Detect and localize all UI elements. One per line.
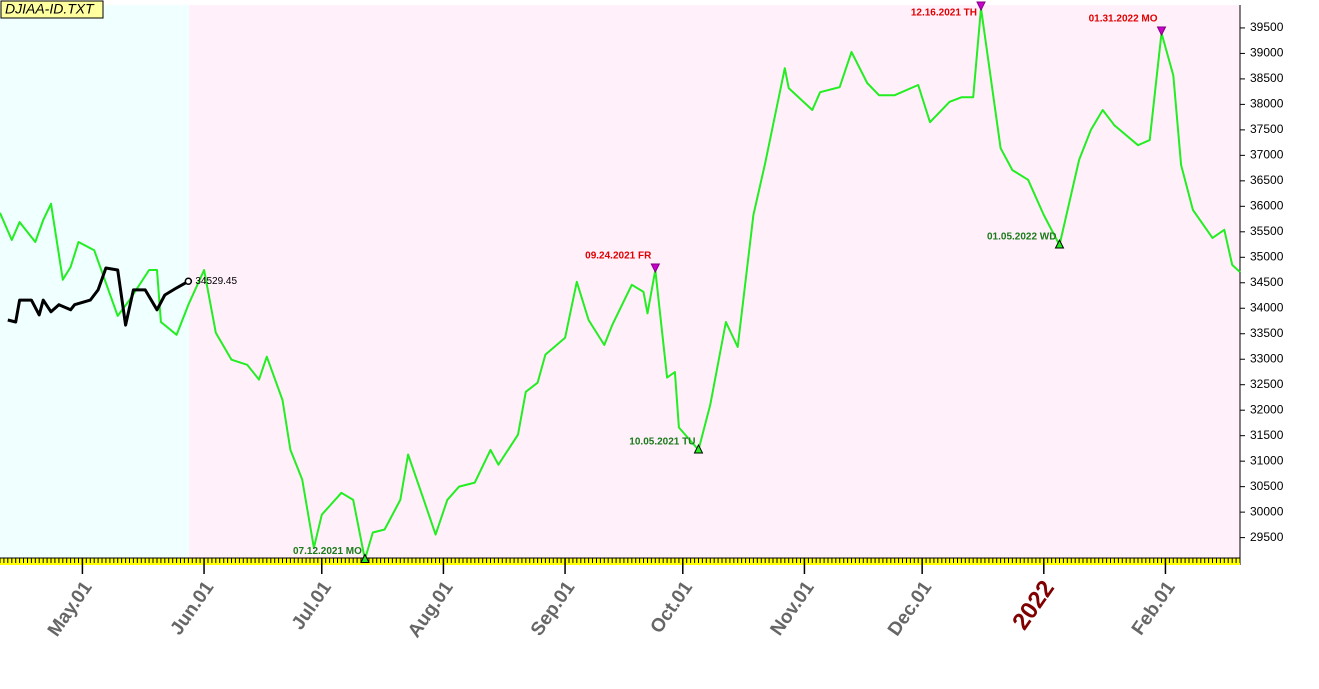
x-tick-label: Jun.01 bbox=[167, 577, 219, 639]
title-box bbox=[0, 0, 104, 19]
trough-marker bbox=[360, 553, 370, 564]
y-tick-label: 33500 bbox=[1250, 326, 1284, 340]
annotation: 12.16.2021 TH bbox=[911, 8, 977, 19]
forecast-region bbox=[189, 5, 1240, 558]
trough-marker bbox=[693, 443, 704, 454]
y-tick-label: 37500 bbox=[1250, 122, 1284, 136]
x-tick-label: Aug.01 bbox=[404, 577, 458, 641]
y-tick-label: 31500 bbox=[1250, 428, 1284, 442]
x-tick-label: Dec.01 bbox=[884, 577, 937, 640]
y-tick-label: 39500 bbox=[1250, 20, 1284, 34]
x-tick-label: May.01 bbox=[44, 577, 97, 640]
end-label: 34529.45 bbox=[195, 276, 237, 287]
annotation: 09.24.2021 FR bbox=[585, 251, 652, 262]
y-tick-label: 31000 bbox=[1250, 453, 1284, 467]
peak-marker bbox=[1156, 26, 1167, 37]
y-tick-label: 32000 bbox=[1250, 402, 1284, 416]
y-tick-label: 38000 bbox=[1250, 97, 1284, 111]
x-tick-label: Nov.01 bbox=[766, 577, 818, 639]
minor-ticks bbox=[0, 558, 1241, 563]
y-tick-label: 37000 bbox=[1250, 148, 1284, 162]
y-tick-label: 36000 bbox=[1250, 198, 1284, 212]
x-tick-label: 2022 bbox=[1007, 576, 1060, 635]
series-line bbox=[7, 266, 190, 327]
y-tick-label: 35500 bbox=[1250, 224, 1284, 238]
x-tick-label: Jul.01 bbox=[288, 577, 336, 634]
y-tick-label: 30000 bbox=[1250, 504, 1284, 518]
y-tick-label: 36500 bbox=[1250, 173, 1284, 187]
y-tick-label: 39000 bbox=[1250, 46, 1284, 60]
annotation: 10.05.2021 TU bbox=[629, 437, 695, 448]
series-line bbox=[0, 7, 1241, 561]
annotation: 01.31.2022 MO bbox=[1089, 14, 1158, 25]
peak-marker bbox=[650, 263, 661, 274]
chart-title: DJIAA-ID.TXT bbox=[5, 1, 95, 17]
y-tick-label: 32500 bbox=[1250, 377, 1284, 391]
y-tick-label: 38500 bbox=[1250, 71, 1284, 85]
history-region bbox=[0, 5, 189, 558]
peak-marker bbox=[976, 1, 986, 12]
x-tick-label: Oct.01 bbox=[646, 577, 697, 637]
y-tick-label: 33000 bbox=[1250, 351, 1284, 365]
annotation: 07.12.2021 MO bbox=[293, 546, 362, 557]
x-tick-label: Feb.01 bbox=[1128, 577, 1180, 639]
x-tick-label: Sep.01 bbox=[527, 577, 580, 640]
trough-marker bbox=[1054, 238, 1065, 249]
y-tick-label: 34000 bbox=[1250, 300, 1284, 314]
y-tick-label: 29500 bbox=[1250, 530, 1284, 544]
end-marker bbox=[184, 277, 193, 286]
y-tick-label: 35000 bbox=[1250, 249, 1284, 263]
y-tick-label: 30500 bbox=[1250, 479, 1284, 493]
annotation: 01.05.2022 WD bbox=[987, 232, 1057, 243]
y-tick-label: 34500 bbox=[1250, 275, 1284, 289]
